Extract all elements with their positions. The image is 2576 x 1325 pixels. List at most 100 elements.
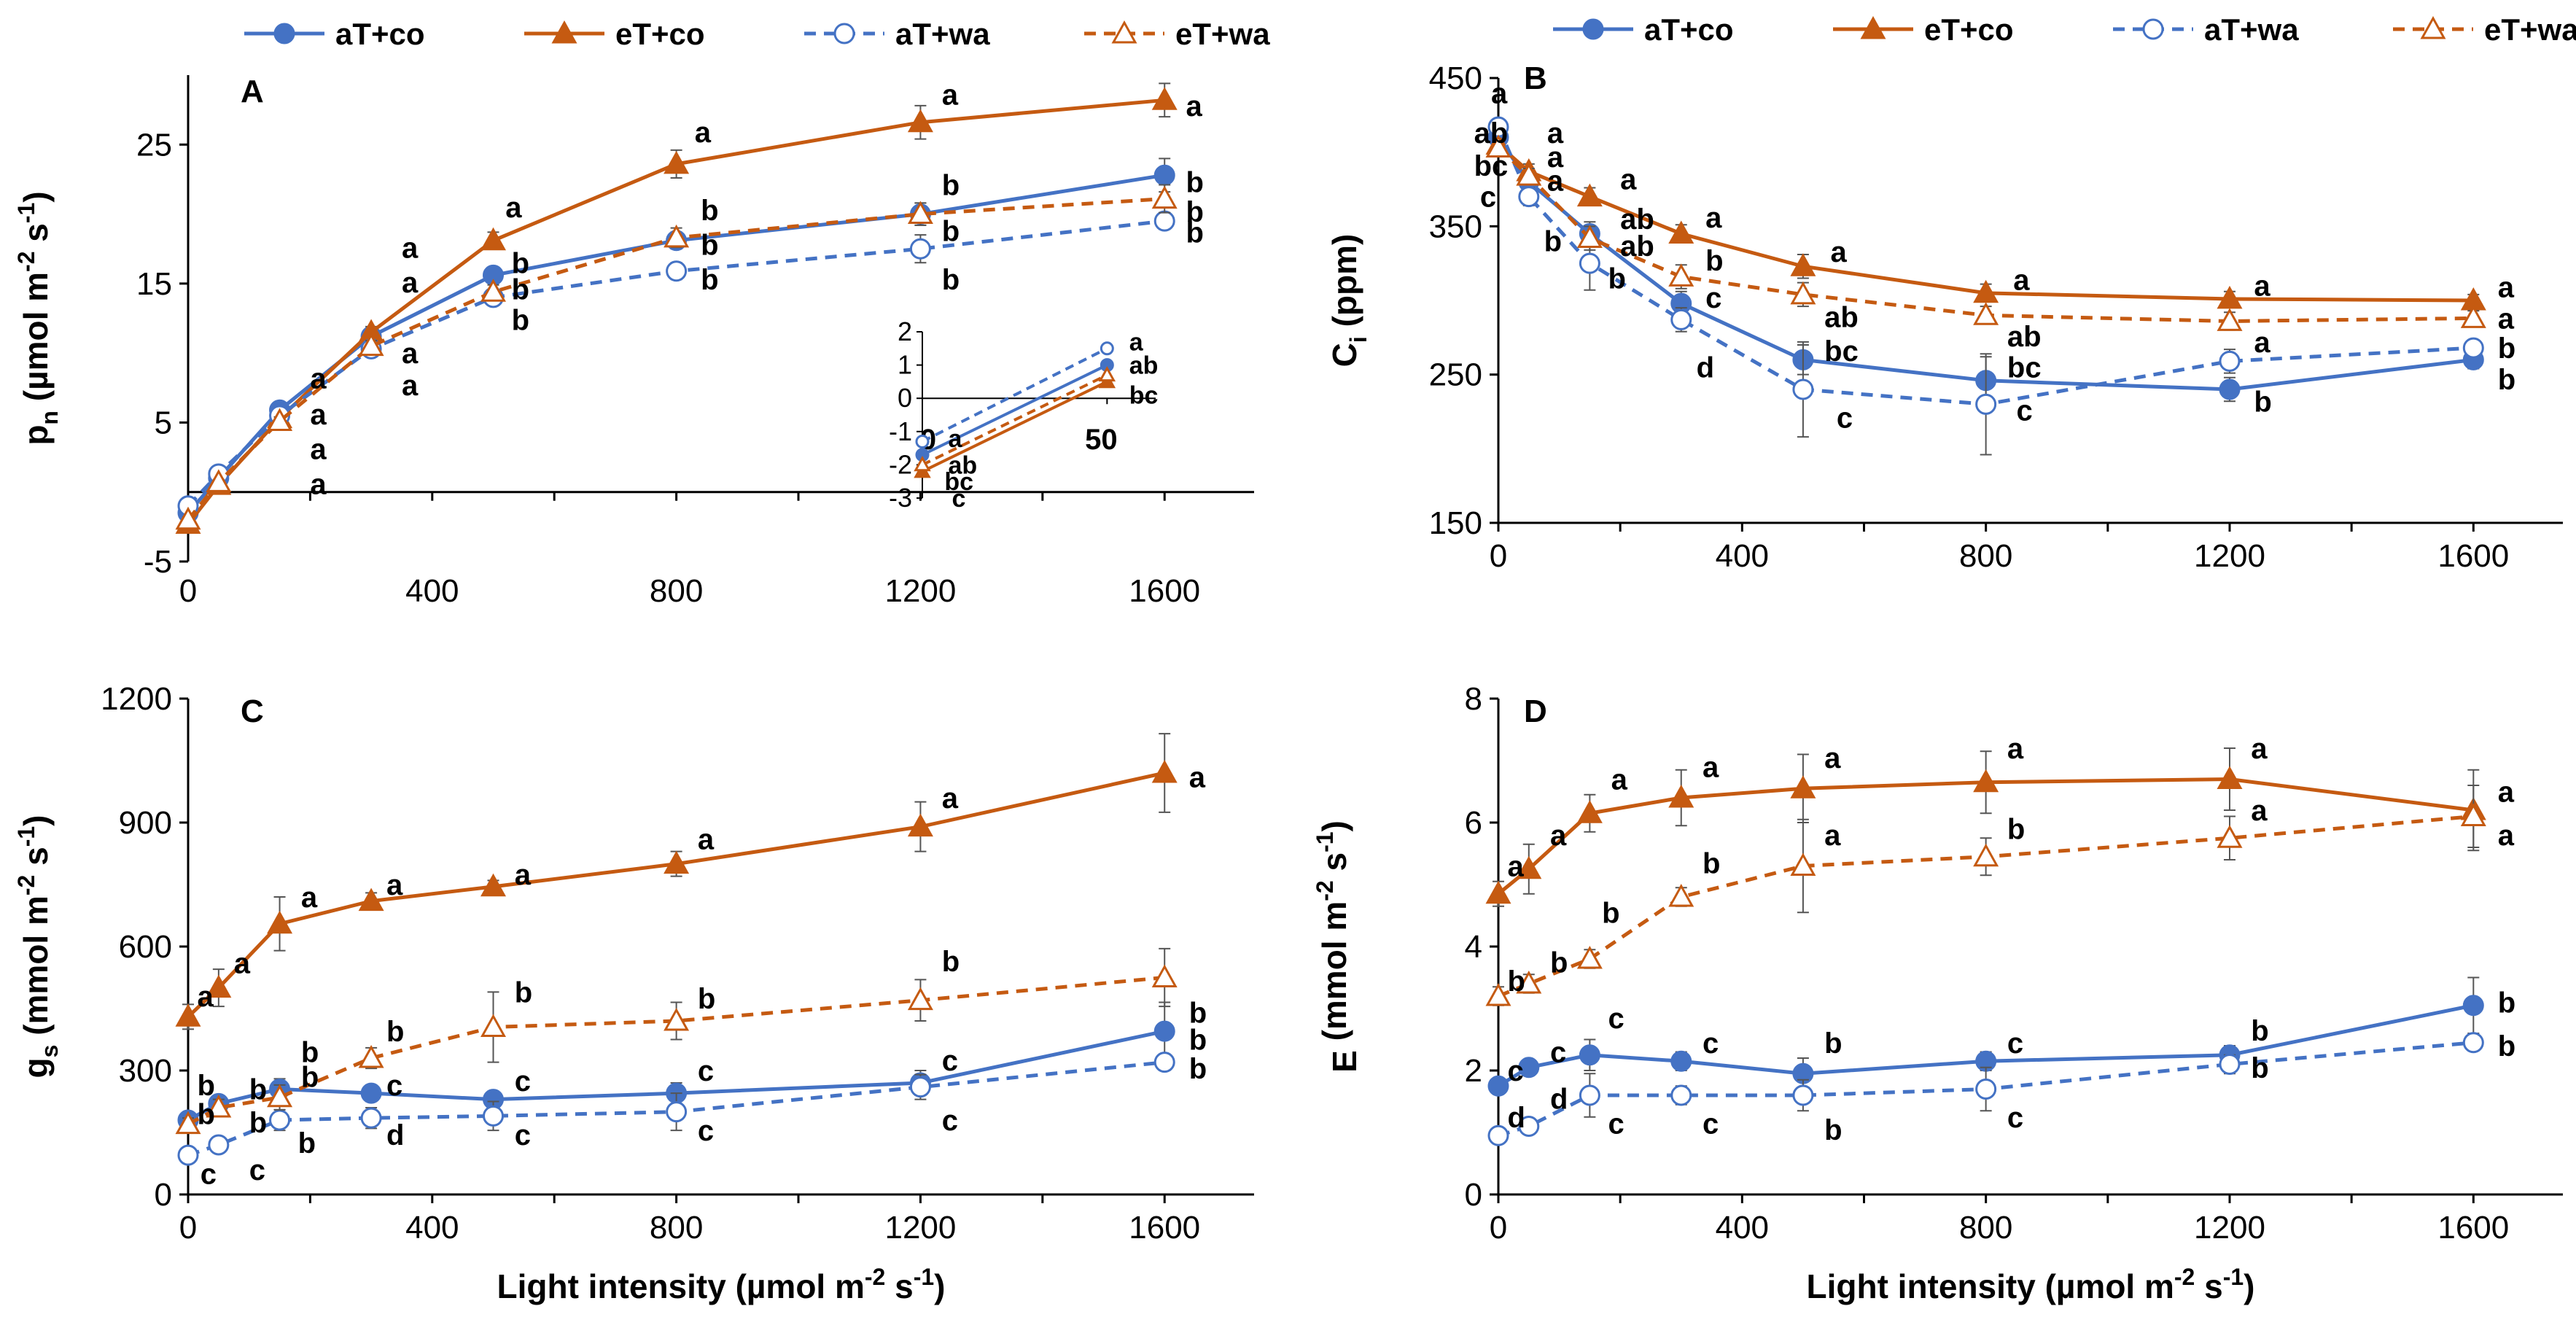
data-point-D-aT+wa-3 [1670, 1084, 1692, 1106]
annotation-D-26: b [2251, 1015, 2268, 1047]
y-label-part-ylabel_end: ) [17, 191, 55, 202]
legend-marker-aT+co [1582, 18, 1604, 40]
data-point-B-eT+wa-6 [2217, 308, 2243, 331]
annotation-B-21: ab [2007, 321, 2042, 353]
data-point-C-eT+wa-6 [907, 987, 933, 1011]
inset-point-aT+wa-0 [915, 434, 930, 448]
data-point-C-eT+co-1 [206, 974, 232, 998]
legend-right: aT+co eT+co aT+wa eT+wa [1553, 12, 2576, 47]
y-label-part-ylabel_sub: i [1345, 336, 1371, 343]
data-point-B-eT+co-6 [2217, 285, 2243, 309]
annotation-D-3: d [1508, 1102, 1525, 1134]
annotation-A-3: a [310, 468, 327, 500]
inset-point-eT+wa-1 [1098, 365, 1116, 382]
y-tick-label-D-3: 6 [1465, 805, 1482, 841]
annotation-D-27: b [2251, 1052, 2268, 1084]
annotation-D-2: c [1508, 1055, 1524, 1087]
annotation-D-31: b [2498, 1030, 2515, 1062]
annotation-C-14: c [386, 1070, 402, 1102]
x-tick-label-B-3: 1200 [2194, 538, 2265, 574]
data-point-D-eT+wa-7 [2460, 803, 2486, 826]
legend-marker-eT+wa [1111, 20, 1137, 44]
inset-A: -3-2-1012050aabbccaabbc [889, 316, 1158, 513]
x-label-part: ) [934, 1267, 945, 1305]
data-point-C-eT+wa-0 [175, 1111, 201, 1135]
y-tick-label-B-0: 150 [1429, 505, 1482, 541]
annotation-C-1: b [198, 1070, 215, 1102]
inset-y-tick-label-2: -1 [889, 416, 912, 446]
annotation-A-9: b [512, 247, 529, 279]
data-point-A-eT+wa-7 [1151, 185, 1178, 209]
annotation-C-0: a [198, 981, 214, 1013]
x-tick-label-B-4: 1600 [2437, 538, 2509, 574]
data-point-B-aT+wa-4 [1792, 378, 1814, 400]
x-tick-label-A-4: 1600 [1129, 573, 1200, 609]
annotation-C-28: a [1189, 762, 1206, 794]
series-C-eT+wa [175, 947, 1178, 1135]
x-tick-label-B-1: 400 [1716, 538, 1769, 574]
annotation-D-22: c [2007, 1027, 2023, 1060]
data-point-B-eT+wa-2 [1576, 225, 1603, 249]
inset-annotation-5: ab [1129, 352, 1159, 380]
data-point-D-aT+co-3 [1670, 1050, 1692, 1072]
annotation-C-4: a [234, 948, 251, 980]
data-point-C-aT+wa-0 [177, 1144, 199, 1166]
x-axis-label-D: Light intensity (µmol m-2 s-1) [1807, 1264, 2255, 1305]
annotation-D-11: c [1608, 1108, 1624, 1140]
inset-point-aT+wa-1 [1100, 341, 1114, 356]
annotation-A-11: b [512, 304, 529, 336]
data-point-B-eT+wa-5 [1973, 302, 1999, 325]
legend-label-aT+wa: aT+wa [895, 17, 990, 51]
x-tick-label-C-2: 800 [650, 1210, 703, 1246]
annotation-B-20: a [2013, 265, 2030, 297]
annotation-A-19: b [942, 264, 960, 296]
data-point-D-aT+co-0 [1487, 1075, 1509, 1097]
x-tick-label-C-1: 400 [405, 1210, 459, 1246]
data-point-B-eT+wa-7 [2460, 305, 2486, 328]
data-point-B-aT+wa-1 [1518, 186, 1540, 208]
y-axis-label-D: E (mmol m-2 s-1) [1312, 820, 1363, 1073]
data-point-D-eT+co-0 [1485, 880, 1511, 904]
annotation-A-10: b [512, 273, 529, 306]
data-point-D-eT+co-5 [1973, 769, 1999, 793]
x-label-part: -2 [865, 1264, 885, 1290]
legend-marker-eT+co [551, 20, 577, 44]
x-tick-label-C-3: 1200 [884, 1210, 956, 1246]
series-D-aT+co [1487, 976, 2484, 1097]
annotation-B-2: bc [1474, 150, 1509, 182]
x-tick-label-C-0: 0 [179, 1210, 197, 1246]
data-point-D-eT+wa-0 [1485, 982, 1511, 1006]
data-point-A-aT+wa-5 [666, 260, 688, 282]
y-tick-label-C-0: 0 [155, 1177, 172, 1213]
data-point-D-eT+co-2 [1576, 800, 1603, 823]
y-tick-label-D-1: 2 [1465, 1053, 1482, 1089]
data-point-D-eT+co-3 [1668, 784, 1694, 808]
y-tick-label-A-2: 15 [136, 266, 172, 302]
series-D-aT+wa [1487, 1032, 2484, 1146]
annotation-C-13: b [386, 1016, 404, 1048]
series-line-C-eT+wa [187, 976, 1165, 1126]
y-axis-label-B: Ci (ppm) [1326, 234, 1371, 368]
annotation-C-19: c [515, 1119, 531, 1151]
annotation-D-21: b [2007, 814, 2025, 846]
data-point-B-eT+wa-1 [1516, 163, 1542, 186]
y-label-part-ylabel_end: ) [1315, 820, 1353, 831]
data-point-D-aT+co-1 [1518, 1057, 1540, 1079]
annotation-D-30: b [2498, 987, 2515, 1019]
annotation-C-15: d [386, 1119, 404, 1151]
data-point-C-aT+wa-2 [269, 1109, 291, 1131]
series-A-eT+wa [175, 184, 1178, 530]
annotation-B-15: d [1697, 352, 1714, 384]
y-label-part-ylabel_rest: (µmol m [17, 272, 55, 411]
y-label-part-ylabel_main: E [1326, 1050, 1363, 1073]
data-point-B-aT+co-6 [2219, 378, 2241, 400]
annotation-A-17: b [942, 170, 960, 202]
data-point-B-eT+co-2 [1576, 183, 1603, 207]
annotation-C-6: b [249, 1107, 267, 1139]
data-point-D-aT+wa-0 [1487, 1124, 1509, 1146]
annotation-D-25: a [2251, 795, 2268, 827]
x-tick-label-A-0: 0 [179, 573, 197, 609]
annotation-D-9: b [1602, 897, 1619, 929]
x-tick-label-C-4: 1600 [1129, 1210, 1200, 1246]
data-point-C-eT+wa-4 [480, 1014, 507, 1037]
